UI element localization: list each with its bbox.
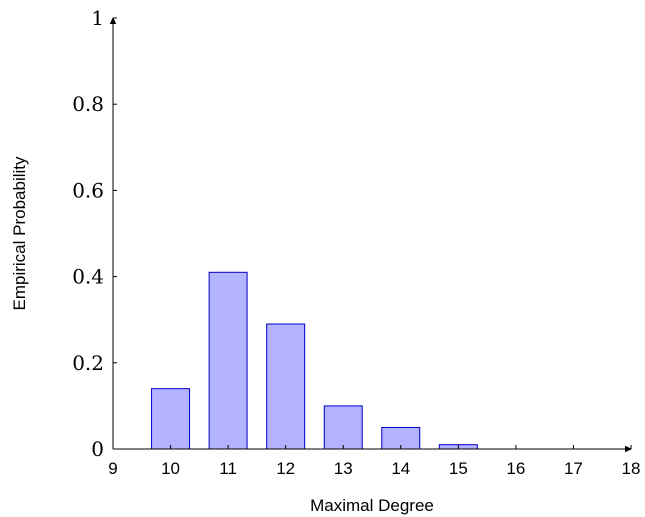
- x-tick-label: 18: [622, 459, 641, 478]
- x-tick-label: 12: [276, 459, 295, 478]
- y-tick-label: 0: [91, 437, 104, 461]
- x-tick-label: 10: [161, 459, 180, 478]
- x-tick-label: 16: [506, 459, 525, 478]
- x-tick-label: 11: [219, 459, 237, 478]
- x-tick-label: 13: [334, 459, 353, 478]
- x-tick-label: 14: [391, 459, 410, 478]
- x-tick-label: 17: [564, 459, 583, 478]
- bars-group: [151, 271, 478, 450]
- y-axis-title: Empirical Probability: [10, 156, 29, 310]
- x-tick-label: 9: [108, 459, 117, 478]
- y-tick-label: 1: [91, 6, 104, 30]
- y-tick-label: 0.2: [72, 351, 104, 375]
- bar-11: [208, 271, 248, 450]
- y-tick-label: 0.8: [72, 92, 104, 116]
- x-tick-label: 15: [449, 459, 468, 478]
- bar-13: [323, 405, 363, 450]
- y-tick-label: 0.6: [72, 178, 104, 202]
- bar-10: [151, 388, 191, 450]
- ticks-group: 9 10 11 12 13 14 15 16 17 18 0 0.2 0.4 0.6 0.8 1: [72, 6, 640, 478]
- bar-12: [266, 323, 306, 450]
- y-tick-label: 0.4: [72, 265, 104, 289]
- x-axis-title: Maximal Degree: [310, 496, 434, 515]
